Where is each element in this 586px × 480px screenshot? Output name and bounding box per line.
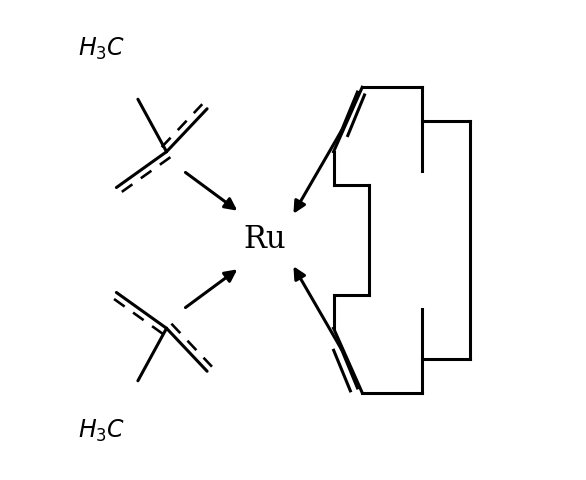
Text: $H_3C$: $H_3C$ <box>79 36 125 62</box>
Text: $H_3C$: $H_3C$ <box>79 418 125 444</box>
Text: Ru: Ru <box>243 225 286 255</box>
